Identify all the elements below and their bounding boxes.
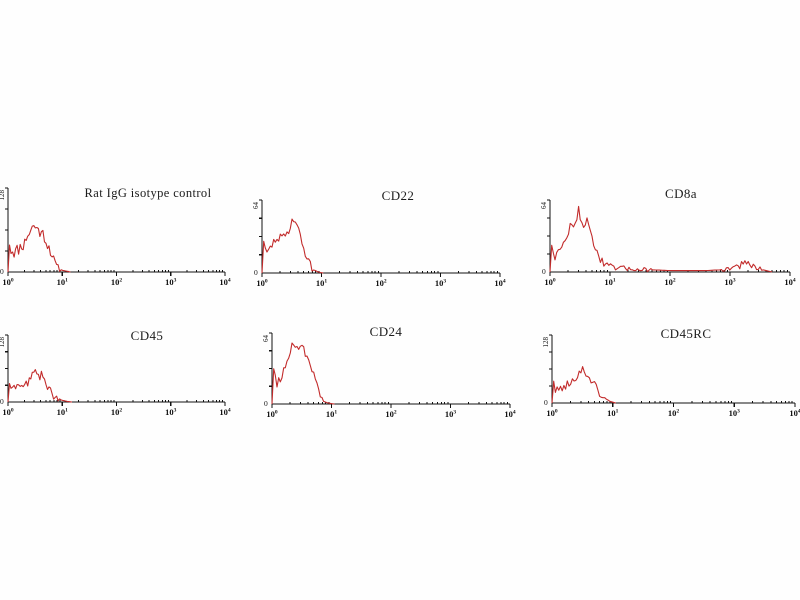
y-axis-origin-label: 0: [542, 267, 546, 276]
x-axis-tick-label: 102: [111, 277, 123, 287]
y-axis-max-label: 64: [540, 202, 548, 210]
x-axis-tick-label: 103: [729, 408, 741, 418]
y-axis-max-label: 128: [0, 190, 6, 201]
x-axis-tick-label: 104: [494, 278, 506, 288]
panel-title-cd45rc: CD45RC: [660, 326, 712, 341]
x-axis-tick-label: 103: [724, 277, 736, 287]
x-axis-tick-label: 104: [789, 408, 800, 418]
y-axis-max-label: 128: [542, 337, 550, 348]
y-axis-max-label: 64: [262, 335, 270, 343]
x-axis-tick-label: 104: [784, 277, 796, 287]
y-axis-origin-label: 0: [544, 398, 548, 407]
y-axis-origin-label: 0: [264, 399, 268, 408]
x-axis-tick-label: 102: [668, 408, 680, 418]
x-axis-tick-label: 100: [2, 277, 14, 287]
x-axis-tick-label: 103: [445, 409, 457, 419]
panel-title-cd45: CD45: [130, 328, 164, 343]
axes: [269, 332, 511, 408]
x-axis-tick-label: 102: [664, 277, 676, 287]
panel-title-cd8a: CD8a: [665, 186, 697, 201]
x-axis-tick-label: 100: [546, 408, 558, 418]
histogram-curve-cd45: [7, 369, 73, 403]
x-axis-tick-label: 101: [57, 277, 69, 287]
axes: [259, 199, 501, 277]
y-axis-origin-label: 0: [0, 397, 4, 406]
x-axis-tick-label: 101: [607, 408, 619, 418]
x-axis-tick-label: 101: [57, 407, 69, 417]
x-axis-tick-label: 100: [2, 407, 14, 417]
histogram-curve-cd45rc: [551, 366, 616, 404]
x-axis-tick-label: 103: [435, 278, 447, 288]
panel-title-cd24: CD24: [369, 324, 403, 339]
panel-title-isotype-control: Rat IgG isotype control: [84, 186, 212, 200]
panel-title-cd22: CD22: [381, 188, 415, 203]
histogram-curve-cd8a: [549, 205, 773, 273]
histogram-curve-isotype-control: [7, 225, 71, 273]
x-axis-tick-label: 100: [256, 278, 268, 288]
x-axis-tick-label: 103: [165, 407, 177, 417]
axes: [5, 187, 226, 276]
x-axis-tick-label: 102: [375, 278, 387, 288]
x-axis-tick-label: 100: [544, 277, 556, 287]
y-axis-origin-label: 0: [0, 267, 4, 276]
x-axis-tick-label: 101: [604, 277, 616, 287]
x-axis-tick-label: 104: [219, 407, 231, 417]
y-axis-max-label: 128: [0, 337, 6, 348]
x-axis-tick-label: 101: [326, 409, 338, 419]
y-axis-max-label: 64: [252, 202, 260, 210]
x-axis-tick-label: 101: [316, 278, 328, 288]
axes: [549, 334, 796, 407]
histogram-curve-cd22: [261, 218, 324, 274]
x-axis-tick-label: 102: [111, 407, 123, 417]
x-axis-tick-label: 104: [504, 409, 516, 419]
histogram-curve-cd24: [271, 342, 335, 405]
y-axis-origin-label: 0: [254, 268, 258, 277]
x-axis-tick-label: 102: [385, 409, 397, 419]
axes: [5, 334, 226, 406]
x-axis-tick-label: 104: [219, 277, 231, 287]
x-axis-tick-label: 100: [266, 409, 278, 419]
axes: [547, 199, 791, 276]
x-axis-tick-label: 103: [165, 277, 177, 287]
